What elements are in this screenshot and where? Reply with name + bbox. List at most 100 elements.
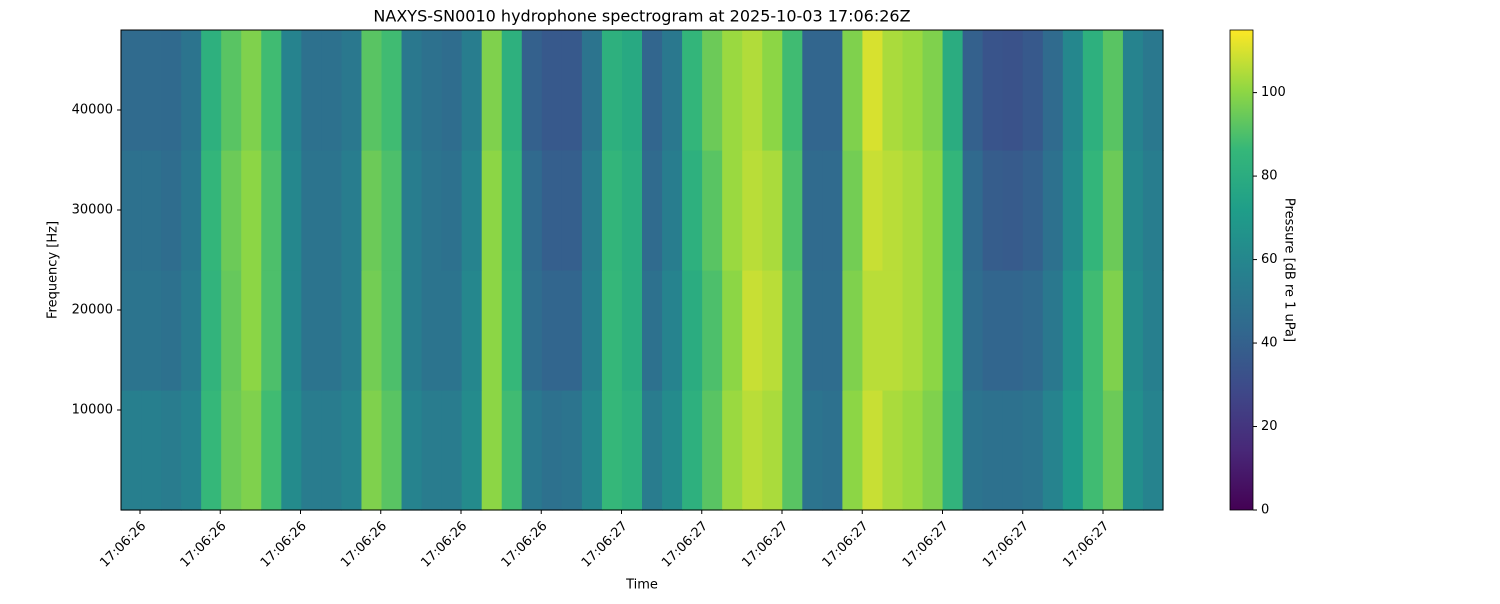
heatmap-cell (702, 150, 723, 271)
heatmap-cell (1142, 390, 1164, 511)
heatmap-cell (942, 270, 964, 391)
heatmap-cell (421, 30, 443, 151)
colorbar-tick-label: 60 (1261, 252, 1278, 267)
heatmap-cell (842, 270, 864, 391)
x-tick-label: 17:06:26 (178, 519, 230, 571)
heatmap-cell (922, 390, 944, 511)
heatmap-cell (221, 30, 242, 151)
heatmap-cell (501, 390, 523, 511)
heatmap-cell (401, 270, 423, 391)
heatmap-cell (561, 150, 583, 271)
x-tick-label: 17:06:27 (980, 519, 1032, 571)
heatmap-cell (922, 270, 944, 391)
heatmap-cell (962, 150, 984, 271)
heatmap-cell (281, 30, 302, 151)
heatmap-cell (1082, 150, 1104, 271)
heatmap-cell (541, 390, 563, 511)
heatmap-cell (461, 30, 483, 151)
heatmap-cell (441, 30, 463, 151)
heatmap-cell (922, 150, 944, 271)
heatmap-cell (1002, 150, 1024, 271)
heatmap-cell (1042, 270, 1064, 391)
heatmap-cell (842, 30, 864, 151)
heatmap-cell (121, 390, 142, 511)
heatmap-cell (581, 270, 603, 391)
heatmap-cell (301, 270, 322, 391)
heatmap-cell (782, 270, 803, 391)
heatmap-cell (161, 30, 182, 151)
x-tick-label: 17:06:27 (1060, 519, 1112, 571)
heatmap-cell (361, 270, 383, 391)
heatmap-cell (261, 390, 282, 511)
heatmap-cell (1002, 390, 1024, 511)
heatmap-cell (882, 150, 904, 271)
heatmap-cell (842, 150, 864, 271)
heatmap-cell (802, 270, 823, 391)
heatmap-cell (982, 390, 1004, 511)
heatmap-cell (541, 30, 563, 151)
heatmap-cell (762, 150, 783, 271)
heatmap-cell (181, 150, 202, 271)
heatmap-cell (361, 30, 383, 151)
heatmap-cell (521, 30, 543, 151)
heatmap-cell (261, 30, 282, 151)
heatmap-cell (702, 270, 723, 391)
y-tick-label: 40000 (72, 103, 113, 118)
heatmap-cell (501, 30, 523, 151)
colorbar (1229, 29, 1254, 511)
heatmap-cell (862, 30, 884, 151)
heatmap-cell (1042, 30, 1064, 151)
heatmap-cell (742, 30, 763, 151)
heatmap-cell (982, 30, 1004, 151)
heatmap-cell (521, 150, 543, 271)
heatmap-cell (902, 150, 924, 271)
heatmap-cell (341, 270, 363, 391)
heatmap-cell (441, 270, 463, 391)
heatmap-cell (381, 390, 403, 511)
heatmap-cell (301, 150, 322, 271)
heatmap-cell (301, 390, 322, 511)
heatmap-cell (1002, 30, 1024, 151)
heatmap-cell (121, 30, 142, 151)
y-axis-label: Frequency [Hz] (46, 221, 61, 319)
heatmap-cell (461, 150, 483, 271)
heatmap-cell (381, 150, 403, 271)
heatmap-cell (862, 270, 884, 391)
y-tick-label: 20000 (72, 303, 113, 318)
heatmap-cell (461, 390, 483, 511)
heatmap-cell (1062, 270, 1084, 391)
heatmap-cell (1062, 30, 1084, 151)
heatmap-cell (1142, 270, 1164, 391)
heatmap-cell (521, 270, 543, 391)
heatmap-cell (1122, 150, 1144, 271)
heatmap-cell (581, 390, 603, 511)
heatmap-cell (682, 150, 703, 271)
heatmap-cell (1062, 150, 1084, 271)
heatmap-cell (962, 30, 984, 151)
heatmap-cell (321, 270, 343, 391)
heatmap-cell (1022, 390, 1044, 511)
x-tick-label: 17:06:26 (418, 519, 470, 571)
heatmap-cell (842, 390, 864, 511)
heatmap-cell (742, 150, 763, 271)
heatmap-cell (902, 270, 924, 391)
heatmap-cell (241, 30, 262, 151)
heatmap-cell (642, 390, 663, 511)
heatmap-cell (281, 390, 302, 511)
heatmap-cell (722, 390, 743, 511)
heatmap-cell (822, 150, 843, 271)
x-tick-label: 17:06:27 (579, 519, 631, 571)
heatmap-cell (942, 390, 964, 511)
heatmap-cell (882, 390, 904, 511)
heatmap-cell (1102, 390, 1124, 511)
heatmap-cell (281, 270, 302, 391)
heatmap-cell (902, 30, 924, 151)
heatmap-cell (1082, 390, 1104, 511)
heatmap-cell (421, 390, 443, 511)
heatmap-cell (1022, 270, 1044, 391)
heatmap-cell (782, 390, 803, 511)
heatmap-cell (1122, 390, 1144, 511)
colorbar-tick-label: 20 (1261, 419, 1278, 434)
heatmap-cell (481, 30, 503, 151)
heatmap-cell (762, 30, 783, 151)
